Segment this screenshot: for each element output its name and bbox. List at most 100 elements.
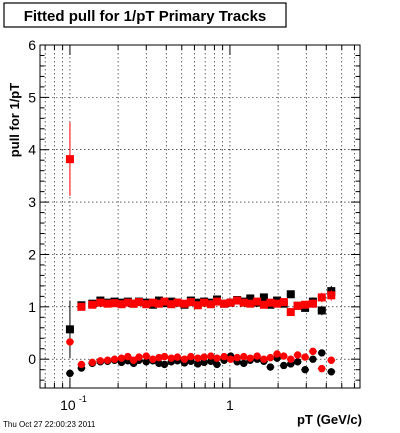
data-point bbox=[77, 302, 86, 311]
square-marker bbox=[65, 155, 74, 164]
square-marker bbox=[212, 297, 221, 306]
square-marker bbox=[193, 301, 202, 310]
data-point bbox=[186, 298, 195, 307]
square-marker bbox=[266, 298, 275, 307]
circle-marker bbox=[155, 353, 163, 362]
square-marker bbox=[220, 299, 229, 308]
data-point bbox=[301, 353, 310, 361]
data-point bbox=[239, 352, 248, 361]
data-point bbox=[286, 308, 295, 317]
data-point bbox=[317, 349, 326, 357]
square-marker bbox=[180, 299, 189, 308]
data-point bbox=[200, 353, 209, 361]
circle-marker bbox=[96, 357, 105, 365]
chart-title: Fitted pull for 1/pT Primary Tracks bbox=[24, 8, 267, 25]
data-point bbox=[259, 355, 268, 363]
circle-marker bbox=[327, 356, 335, 364]
square-marker bbox=[317, 293, 326, 302]
circle-marker bbox=[213, 360, 221, 369]
square-marker bbox=[148, 298, 157, 307]
square-marker bbox=[129, 299, 138, 308]
data-point bbox=[317, 292, 326, 303]
circle-marker bbox=[129, 356, 138, 364]
data-point bbox=[308, 355, 317, 363]
square-marker bbox=[110, 299, 119, 308]
square-marker bbox=[286, 308, 295, 317]
circle-marker bbox=[309, 347, 317, 356]
data-point bbox=[301, 300, 310, 309]
data-point bbox=[65, 300, 74, 359]
circle-marker bbox=[301, 365, 309, 374]
data-point bbox=[88, 358, 97, 367]
data-point bbox=[253, 352, 262, 360]
data-point bbox=[129, 356, 138, 364]
data-point bbox=[212, 360, 221, 369]
data-point bbox=[123, 352, 132, 361]
axis-layer bbox=[40, 44, 360, 388]
y-tick-label: 5 bbox=[28, 89, 36, 105]
circle-marker bbox=[142, 358, 150, 366]
square-marker bbox=[286, 290, 295, 299]
square-marker bbox=[233, 296, 242, 305]
square-marker bbox=[246, 294, 255, 303]
square-marker bbox=[123, 298, 132, 307]
data-point bbox=[317, 305, 326, 316]
circle-marker bbox=[173, 353, 182, 361]
data-point bbox=[134, 298, 143, 307]
circle-marker bbox=[280, 352, 288, 360]
circle-marker bbox=[88, 358, 97, 367]
y-tick-label: 3 bbox=[28, 194, 36, 210]
square-marker bbox=[103, 299, 112, 308]
data-point bbox=[110, 355, 119, 363]
y-tick-label: 0 bbox=[28, 351, 36, 367]
title-frame bbox=[3, 2, 287, 28]
data-point bbox=[65, 369, 74, 378]
data-point bbox=[160, 360, 169, 369]
circle-marker bbox=[160, 352, 169, 361]
data-point bbox=[117, 354, 126, 362]
data-point bbox=[77, 360, 86, 369]
square-marker bbox=[259, 293, 268, 302]
data-point bbox=[273, 299, 282, 308]
square-marker bbox=[317, 306, 326, 315]
square-marker bbox=[327, 291, 336, 300]
circle-marker bbox=[293, 351, 302, 359]
data-point bbox=[279, 361, 288, 370]
circle-marker bbox=[273, 350, 281, 358]
data-point bbox=[327, 368, 336, 376]
data-point bbox=[65, 122, 74, 196]
x-axis-label: pT (GeV/c) bbox=[297, 412, 362, 427]
square-marker bbox=[88, 300, 97, 309]
circle-marker bbox=[233, 353, 241, 362]
data-point bbox=[88, 300, 97, 309]
square-marker bbox=[173, 298, 182, 307]
data-point bbox=[142, 358, 151, 366]
square-marker bbox=[259, 300, 268, 309]
circle-marker bbox=[200, 358, 208, 367]
data-point bbox=[96, 357, 105, 365]
tick-label-layer: 0 1 2 3 4 5 6 10 -1 1 bbox=[28, 37, 234, 413]
data-point bbox=[103, 356, 112, 364]
circle-marker bbox=[260, 355, 268, 363]
data-point bbox=[279, 352, 288, 360]
data-point bbox=[200, 358, 209, 367]
data-point bbox=[286, 355, 295, 363]
square-marker bbox=[293, 301, 302, 310]
data-point bbox=[96, 298, 105, 307]
data-point bbox=[160, 352, 169, 361]
circle-marker bbox=[301, 353, 309, 361]
data-point bbox=[293, 351, 302, 359]
square-marker bbox=[142, 300, 151, 309]
data-point bbox=[110, 299, 119, 308]
x-tick-label-exponent: -1 bbox=[79, 394, 87, 404]
square-marker bbox=[160, 297, 169, 306]
title-box: Fitted pull for 1/pT Primary Tracks bbox=[3, 2, 287, 28]
data-point bbox=[206, 352, 215, 360]
circle-marker bbox=[226, 355, 235, 363]
data-point bbox=[308, 347, 317, 356]
square-marker bbox=[239, 298, 248, 307]
data-point bbox=[142, 352, 151, 360]
data-point bbox=[186, 352, 195, 361]
data-point bbox=[212, 354, 221, 362]
